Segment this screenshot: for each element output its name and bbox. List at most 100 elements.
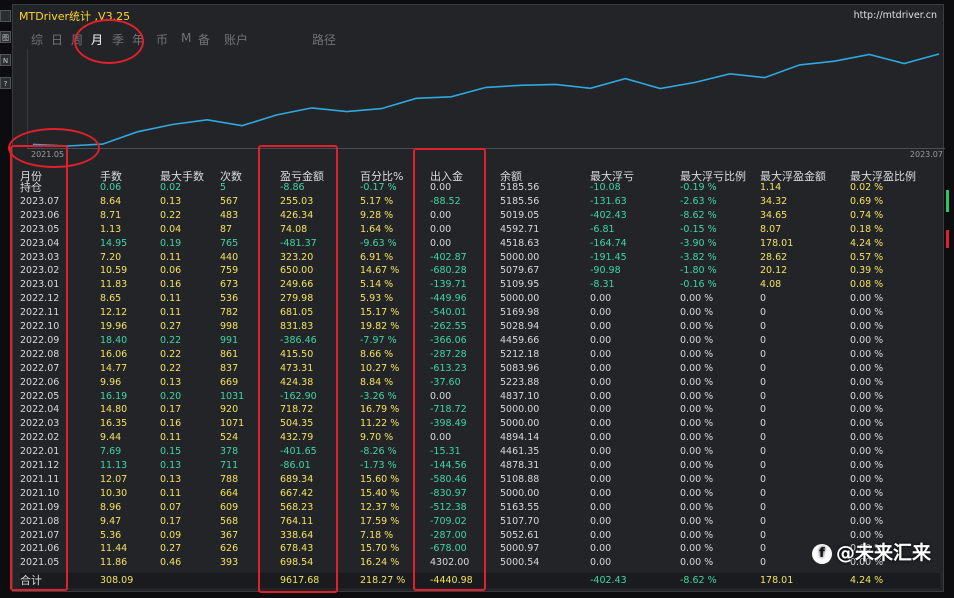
table-row[interactable]: 2021.08 9.47 0.17 568 764.11 17.59 % -709.02 51… xyxy=(20,515,940,529)
cell-max-lots: 0.06 xyxy=(160,265,182,277)
cell-max-float-profit-pct: 0.57 % xyxy=(850,251,884,263)
table-row[interactable]: 2022.10 19.96 0.27 998 831.83 19.82 % -262.55 5… xyxy=(20,320,940,334)
side-button-3[interactable]: N xyxy=(0,54,11,66)
col-header-max-drawdown[interactable]: 最大浮亏 xyxy=(590,170,634,183)
table-row[interactable]: 2022.05 16.19 0.20 1031 -162.90 -3.26 % 0.00 48… xyxy=(20,390,940,404)
cell-lots: 14.95 xyxy=(100,237,128,249)
col-header-percent[interactable]: 百分比% xyxy=(360,170,404,183)
table-row[interactable]: 2023.07 8.64 0.13 567 255.03 5.17 % -88.52 5185… xyxy=(20,195,940,209)
table-row[interactable]: 2023.05 1.13 0.04 87 74.08 1.64 % 0.00 4592.71 -… xyxy=(20,223,940,237)
tab-7[interactable]: M xyxy=(181,31,192,45)
table-row[interactable]: 2021.05 11.86 0.46 393 698.54 16.24 % 4302.00 5… xyxy=(20,556,940,570)
cell-balance: 4461.35 xyxy=(500,446,540,458)
cell-max-drawdown: 0.00 xyxy=(590,404,612,416)
cell-trades: 440 xyxy=(220,251,239,263)
cell-month: 2021.09 xyxy=(20,501,60,513)
table-row[interactable]: 2022.03 16.35 0.16 1071 504.35 11.22 % -398.49… xyxy=(20,417,940,431)
side-button-4[interactable]: ? xyxy=(0,77,11,89)
table-row[interactable]: 2023.06 8.71 0.22 483 426.34 9.28 % 0.00 5019.0… xyxy=(20,209,940,223)
table-row[interactable]: 2021.10 10.30 0.11 664 667.42 15.40 % -830.97 5… xyxy=(20,487,940,501)
cell-max-float-profit-pct: 0.00 % xyxy=(850,348,884,360)
tab-0[interactable]: 综 xyxy=(31,33,44,47)
cell-percent: 15.17 % xyxy=(360,307,400,319)
col-header-lots[interactable]: 手数 xyxy=(100,170,122,183)
cell-deposit: -287.28 xyxy=(430,348,467,360)
col-header-max-float-profit-pct[interactable]: 最大浮盈比例 xyxy=(850,170,916,183)
cell-percent: 14.67 % xyxy=(360,265,400,277)
table-row[interactable]: 2022.08 16.06 0.22 861 415.50 8.66 % -287.28 52… xyxy=(20,348,940,362)
cell-max-float-profit-pct: 0.69 % xyxy=(850,195,884,207)
cell-max-drawdown: -8.31 xyxy=(590,279,615,291)
total-max-float-profit: 178.01 xyxy=(760,575,794,586)
cell-max-drawdown: 0.00 xyxy=(590,390,612,402)
col-header-max-float-profit[interactable]: 最大浮盈金额 xyxy=(760,170,826,183)
table-row[interactable]: 2023.02 10.59 0.06 759 650.00 14.67 % -680.28 5… xyxy=(20,264,940,278)
cell-max-drawdown-pct: 0.00 % xyxy=(680,487,714,499)
table-row[interactable]: 2022.09 18.40 0.22 991 -386.46 -7.97 % -366.06… xyxy=(20,334,940,348)
side-button-1[interactable] xyxy=(0,10,11,22)
cell-max-lots: 0.04 xyxy=(160,223,182,235)
col-header-balance[interactable]: 余额 xyxy=(500,170,522,183)
cell-max-float-profit: 0 xyxy=(760,334,767,346)
cell-percent: -7.97 % xyxy=(360,334,397,346)
col-header-max-drawdown-pct[interactable]: 最大浮亏比例 xyxy=(680,170,746,183)
col-header-max-lots[interactable]: 最大手数 xyxy=(160,170,204,183)
cell-balance: 5223.88 xyxy=(500,376,540,388)
cell-max-drawdown: 0.00 xyxy=(590,348,612,360)
cell-max-drawdown-pct: -8.62 % xyxy=(680,209,717,221)
cell-deposit: -680.28 xyxy=(430,265,467,277)
cell-max-float-profit: 28.62 xyxy=(760,251,788,263)
cell-deposit: -718.72 xyxy=(430,404,467,416)
cell-trades: 609 xyxy=(220,501,239,513)
cell-trades: 1071 xyxy=(220,418,245,430)
cell-balance: 5000.00 xyxy=(500,251,540,263)
table-row[interactable]: 2022.04 14.80 0.17 920 718.72 16.79 % -718.72 5… xyxy=(20,403,940,417)
cell-trades: 711 xyxy=(220,460,239,471)
table-row[interactable]: 2023.04 14.95 0.19 765 -481.37 -9.63 % 0.00 451… xyxy=(20,237,940,251)
col-header-trades[interactable]: 次数 xyxy=(220,170,242,183)
tab-8[interactable]: 备 xyxy=(198,33,211,47)
cell-month: 2021.10 xyxy=(20,487,60,499)
cell-max-float-profit-pct: 0.02 % xyxy=(850,182,884,193)
cell-max-float-profit-pct: 0.00 % xyxy=(850,543,884,555)
background-candle xyxy=(946,190,949,212)
table-row[interactable]: 2021.07 5.36 0.09 367 338.64 7.18 % -287.00 505… xyxy=(20,529,940,543)
col-header-deposit[interactable]: 出入金 xyxy=(430,170,463,183)
table-row[interactable]: 2022.07 14.77 0.22 837 473.31 10.27 % -613.23 5… xyxy=(20,362,940,376)
col-header-month[interactable]: 月份 xyxy=(20,170,42,183)
cell-max-float-profit: 178.01 xyxy=(760,237,794,249)
cell-percent: 8.66 % xyxy=(360,348,394,360)
table-row[interactable]: 2023.01 11.83 0.16 673 249.66 5.14 % -139.71 51… xyxy=(20,278,940,292)
website-link[interactable]: http://mtdriver.cn xyxy=(853,10,937,21)
table-row[interactable]: 2022.06 9.96 0.13 669 424.38 8.84 % -37.60 5223… xyxy=(20,376,940,390)
tab-9[interactable]: 账户 xyxy=(224,33,249,47)
table-row[interactable]: 2021.06 11.44 0.27 626 678.43 15.70 % -678.00 5… xyxy=(20,542,940,556)
cell-month: 2022.09 xyxy=(20,334,60,346)
side-button-2[interactable]: 图 xyxy=(0,31,11,43)
col-header-profit[interactable]: 盈亏金额 xyxy=(280,170,324,183)
table-row[interactable]: 2022.01 7.69 0.15 378 -401.65 -8.26 % -15.31 44… xyxy=(20,445,940,459)
cell-percent: 6.91 % xyxy=(360,251,394,263)
cell-max-drawdown-pct: 0.00 % xyxy=(680,348,714,360)
table-row[interactable]: 2021.12 11.13 0.13 711 -86.01 -1.73 % -144.56 4… xyxy=(20,459,940,473)
cell-trades: 87 xyxy=(220,223,233,235)
table-row[interactable]: 2021.09 8.96 0.07 609 568.23 12.37 % -512.38 51… xyxy=(20,501,940,515)
table-row[interactable]: 2022.11 12.12 0.11 782 681.05 15.17 % -540.01 5… xyxy=(20,306,940,320)
table-row[interactable]: 2022.02 9.44 0.11 524 432.79 9.70 % 0.00 4894.1… xyxy=(20,431,940,445)
table-row[interactable]: 持仓 0.06 0.02 5 -8.86 -0.17 % 0.00 5185.56 -10.08… xyxy=(20,181,940,195)
cell-month: 2021.07 xyxy=(20,529,60,541)
tab-10[interactable]: 路径 xyxy=(312,33,337,47)
table-row[interactable]: 2023.03 7.20 0.11 440 323.20 6.91 % -402.87 500… xyxy=(20,251,940,265)
cell-balance: 4837.10 xyxy=(500,390,540,402)
cell-month: 2021.08 xyxy=(20,515,60,527)
table-row[interactable]: 2022.12 8.65 0.11 536 279.98 5.93 % -449.96 500… xyxy=(20,292,940,306)
cell-max-float-profit: 0 xyxy=(760,501,767,513)
cell-profit: -386.46 xyxy=(280,334,317,346)
cell-max-float-profit: 0 xyxy=(760,515,767,527)
tab-1[interactable]: 日 xyxy=(51,33,64,47)
cell-balance: 5109.95 xyxy=(500,279,540,291)
cell-lots: 14.77 xyxy=(100,362,128,374)
table-row[interactable]: 2021.11 12.07 0.13 788 689.34 15.60 % -580.46 5… xyxy=(20,473,940,487)
tab-6[interactable]: 币 xyxy=(156,33,169,47)
equity-line xyxy=(32,53,940,147)
